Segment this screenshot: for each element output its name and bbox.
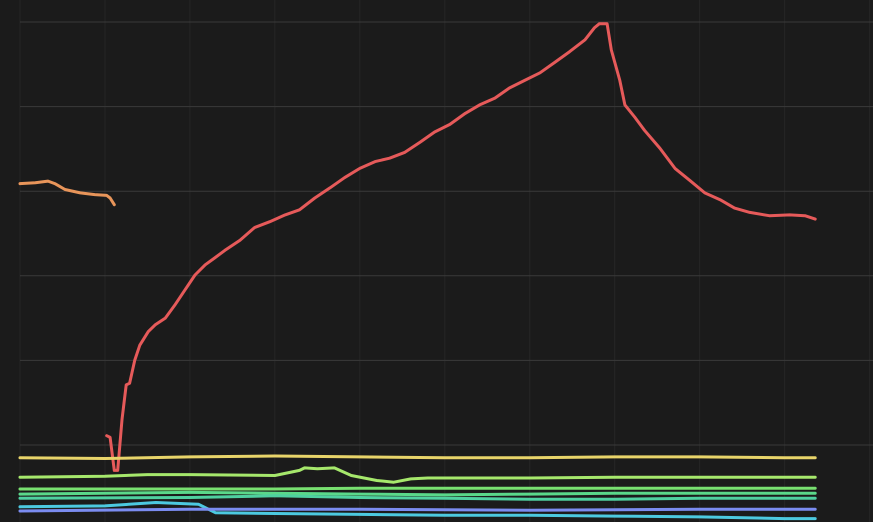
series-line — [18, 507, 817, 513]
series-line — [18, 501, 817, 521]
series-line — [18, 454, 817, 460]
series-line — [18, 486, 817, 491]
series-line — [18, 466, 817, 484]
series-line — [105, 22, 817, 472]
series-line — [18, 490, 817, 497]
series-line — [18, 494, 817, 501]
series-line — [18, 179, 116, 207]
